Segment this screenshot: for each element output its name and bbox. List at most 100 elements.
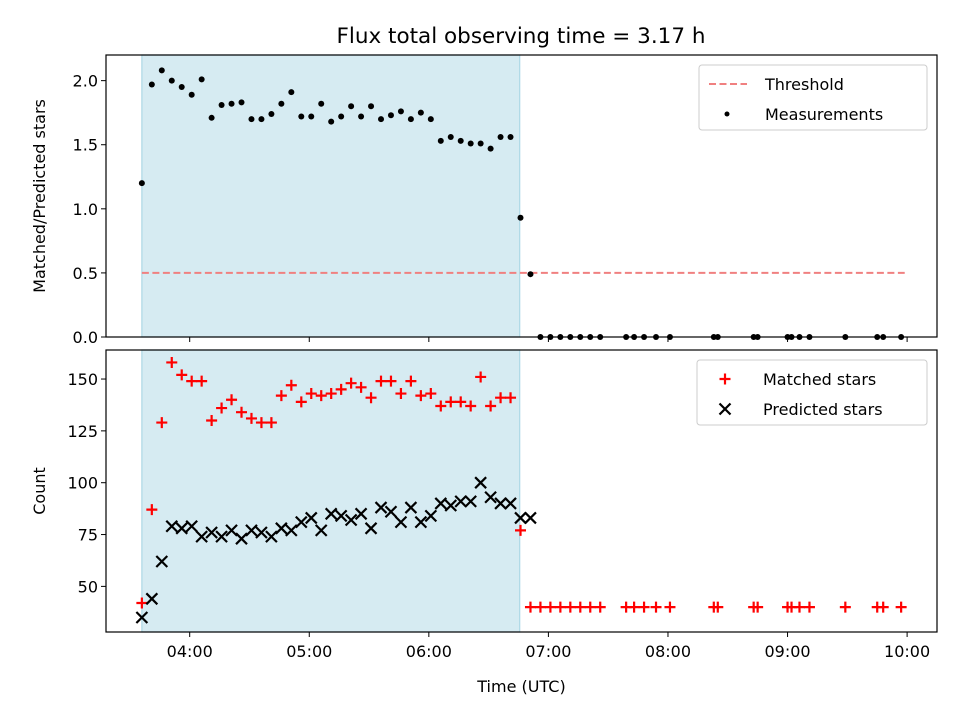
shaded-observing-span — [141, 54, 521, 338]
data-point — [298, 113, 305, 120]
data-point — [628, 601, 640, 613]
data-point — [148, 81, 155, 88]
data-point — [344, 513, 358, 527]
data-point — [584, 601, 596, 613]
data-point — [138, 180, 145, 187]
legend-box — [696, 359, 928, 426]
data-point — [176, 369, 188, 381]
y-tick-label: 1.5 — [73, 136, 98, 155]
chart-title: Flux total observing time = 3.17 h — [337, 24, 706, 49]
data-point — [158, 67, 165, 74]
data-point — [374, 501, 388, 514]
data-point — [255, 526, 268, 539]
y-tick-label: 50 — [78, 577, 98, 596]
data-point — [375, 375, 387, 387]
data-point — [497, 134, 504, 141]
top-panel-ratio-plot: 0.0 0.5 1.0 1.5 2.0 Matched/Predicted stars Th… — [30, 54, 938, 347]
data-point — [803, 601, 815, 613]
data-point — [248, 116, 255, 123]
x-tick-label: 07:00 — [525, 642, 571, 661]
data-point — [425, 388, 437, 400]
data-point — [295, 396, 307, 408]
data-point — [135, 611, 149, 624]
data-point — [407, 116, 414, 123]
y-tick-label: 2.0 — [73, 72, 98, 91]
data-point — [205, 526, 218, 539]
data-point — [236, 406, 248, 418]
data-point — [355, 381, 367, 393]
series-predicted-stars — [135, 476, 537, 624]
data-point — [507, 134, 514, 141]
x-tick-label: 05:00 — [286, 642, 332, 661]
legend-handle-marker — [718, 402, 732, 416]
data-point — [304, 511, 318, 525]
data-point — [348, 103, 355, 110]
data-point — [278, 100, 285, 107]
data-point — [275, 390, 287, 402]
data-point — [554, 601, 566, 613]
data-point — [324, 507, 338, 521]
data-point — [494, 497, 507, 510]
y-tick-label: 125 — [67, 422, 98, 441]
data-point — [318, 100, 325, 107]
y-tick-label: 0.5 — [73, 264, 98, 283]
legend: Threshold Measurements — [698, 64, 928, 131]
data-point — [404, 501, 418, 514]
data-point — [216, 402, 228, 414]
data-point — [288, 89, 295, 96]
data-point — [505, 392, 517, 404]
y-axis-label: Matched/Predicted stars — [30, 99, 49, 293]
data-point — [475, 371, 487, 383]
data-point — [638, 601, 650, 613]
bottom-panel-count-plot: 50 75 100 125 150 04:00 05:00 06:00 07:00 08:00 09… — [30, 349, 938, 696]
data-point — [477, 140, 484, 147]
data-point — [504, 497, 517, 510]
data-point — [397, 108, 404, 115]
data-point — [467, 140, 474, 147]
data-point — [534, 601, 546, 613]
data-point — [487, 145, 494, 152]
x-tick-label: 10:00 — [884, 642, 930, 661]
data-point — [437, 137, 444, 144]
data-point — [839, 601, 851, 613]
data-point — [218, 101, 225, 108]
data-point — [454, 495, 467, 508]
data-point — [517, 214, 524, 221]
x-tick-label: 04:00 — [167, 642, 213, 661]
data-point — [594, 601, 606, 613]
data-point — [405, 375, 417, 387]
data-point — [156, 417, 168, 429]
data-point — [365, 392, 377, 404]
data-point — [226, 394, 238, 406]
legend-handle-marker — [719, 373, 731, 385]
data-point — [258, 116, 265, 123]
x-tick-label: 08:00 — [645, 642, 691, 661]
data-point — [457, 137, 464, 144]
data-point — [188, 91, 195, 98]
data-point — [325, 388, 337, 400]
data-point — [334, 509, 348, 523]
data-point — [345, 377, 357, 389]
series-matched-stars — [136, 356, 907, 613]
data-point — [178, 84, 185, 91]
data-point — [465, 400, 477, 412]
x-tick-label: 09:00 — [764, 642, 810, 661]
data-point — [524, 511, 537, 525]
axes-frame — [105, 54, 938, 338]
data-point — [268, 110, 275, 117]
data-point — [168, 77, 175, 84]
data-point — [238, 99, 245, 106]
y-axis-label: Count — [30, 467, 49, 515]
data-point — [196, 375, 208, 387]
data-point — [417, 109, 424, 116]
data-point — [485, 400, 497, 412]
data-point — [435, 400, 447, 412]
data-point — [474, 476, 487, 489]
data-point — [368, 103, 375, 110]
data-point — [208, 114, 215, 121]
axes-frame — [105, 349, 938, 633]
data-point — [145, 592, 159, 606]
legend-box — [698, 64, 928, 131]
data-point — [225, 524, 238, 537]
legend-label: Predicted stars — [763, 400, 883, 419]
